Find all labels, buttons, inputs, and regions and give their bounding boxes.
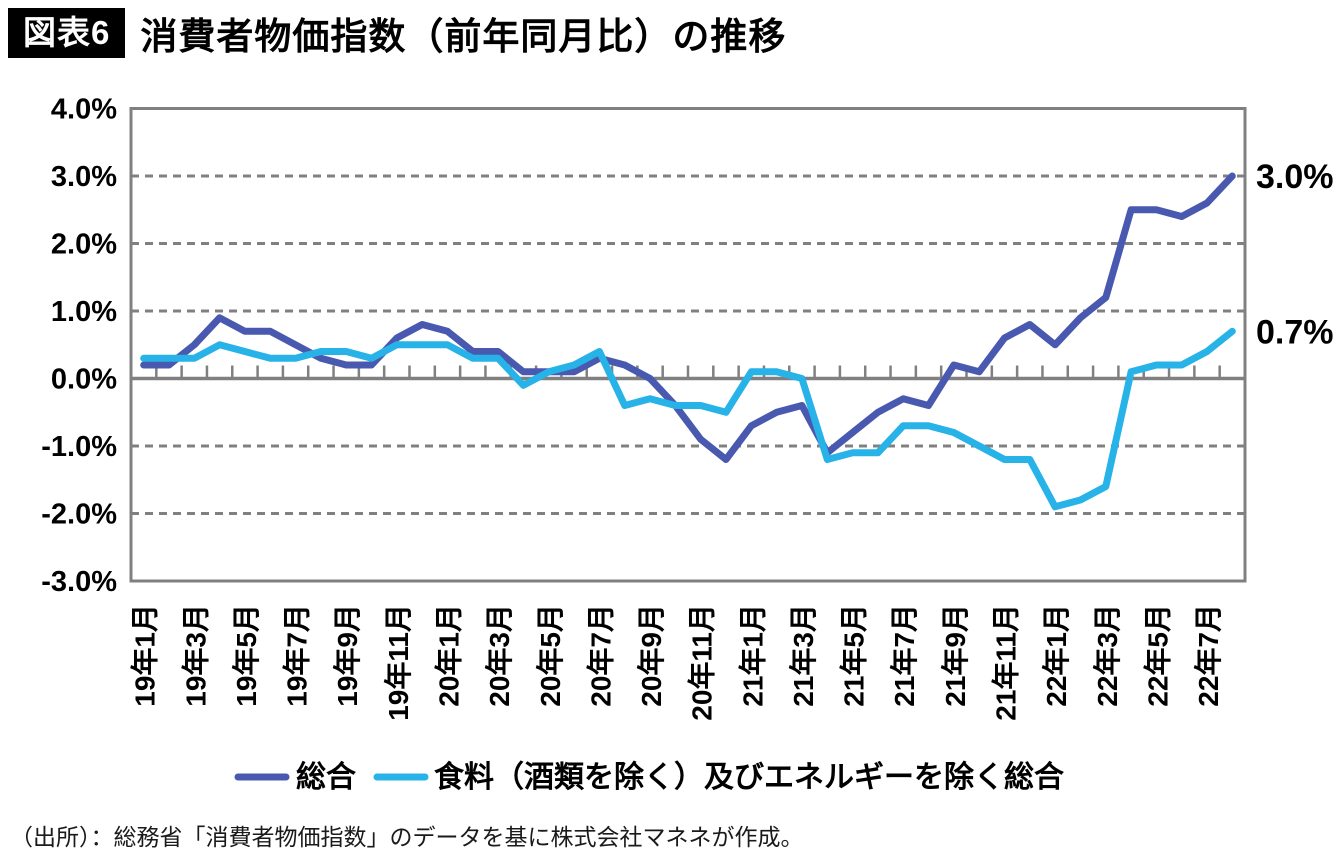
x-axis-label: 22年5月 (1141, 604, 1173, 707)
legend-label-sogo: 総合 (296, 760, 356, 794)
x-axis-label: 20年11月 (686, 604, 718, 721)
y-axis-label: 2.0% (51, 229, 117, 261)
series-line-sogo (140, 172, 1236, 463)
x-axis-label: 19年1月 (129, 604, 161, 707)
x-axis-label: 21年7月 (888, 604, 920, 707)
x-axis-label: 19年11月 (382, 604, 414, 721)
y-axis-label: 3.0% (51, 161, 117, 193)
x-axis-label: 22年1月 (1040, 604, 1072, 707)
source-note: （出所）：総務省「消費者物価指数」のデータを基に株式会社マネネが作成。 (10, 824, 804, 850)
figure-title-row: 図表6 消費者物価指数（前年同月比）の推移 (8, 6, 786, 60)
page-title: 消費者物価指数（前年同月比）の推移 (140, 16, 787, 57)
x-axis-label: 21年1月 (736, 604, 768, 707)
x-axis-label: 21年9月 (939, 604, 971, 707)
series-end-label: 3.0% (1256, 158, 1334, 196)
x-axis-label: 22年3月 (1091, 604, 1123, 707)
x-axis-label: 22年7月 (1192, 604, 1224, 707)
y-axis-label: 4.0% (51, 94, 117, 126)
x-axis-label: 20年9月 (635, 604, 667, 707)
y-axis-label: 0.0% (51, 364, 117, 396)
legend-label-corecore: 食料（酒類を除く）及びエネルギーを除く総合 (434, 760, 1064, 794)
x-axis-label: 21年3月 (787, 604, 819, 707)
plot-border (129, 107, 1247, 583)
x-axis-label: 19年3月 (179, 604, 211, 707)
y-axis-label: -2.0% (41, 499, 117, 531)
series-line-corecore (140, 327, 1236, 511)
x-axis-label: 21年11月 (989, 604, 1021, 721)
x-axis-label: 19年7月 (281, 604, 313, 707)
y-axis-label: -3.0% (41, 566, 117, 598)
x-axis-label: 19年5月 (230, 604, 262, 707)
x-axis-label: 20年7月 (584, 604, 616, 707)
series-end-label: 0.7% (1256, 313, 1334, 351)
x-axis-label: 21年5月 (838, 604, 870, 707)
y-axis-label: -1.0% (41, 431, 117, 463)
x-axis-label: 20年5月 (534, 604, 566, 707)
x-axis-label: 19年9月 (331, 604, 363, 707)
y-axis-label: 1.0% (51, 296, 117, 328)
figure-number-badge: 図表6 (8, 8, 126, 58)
x-axis-label: 20年1月 (432, 604, 464, 707)
x-axis-label: 20年3月 (483, 604, 515, 707)
